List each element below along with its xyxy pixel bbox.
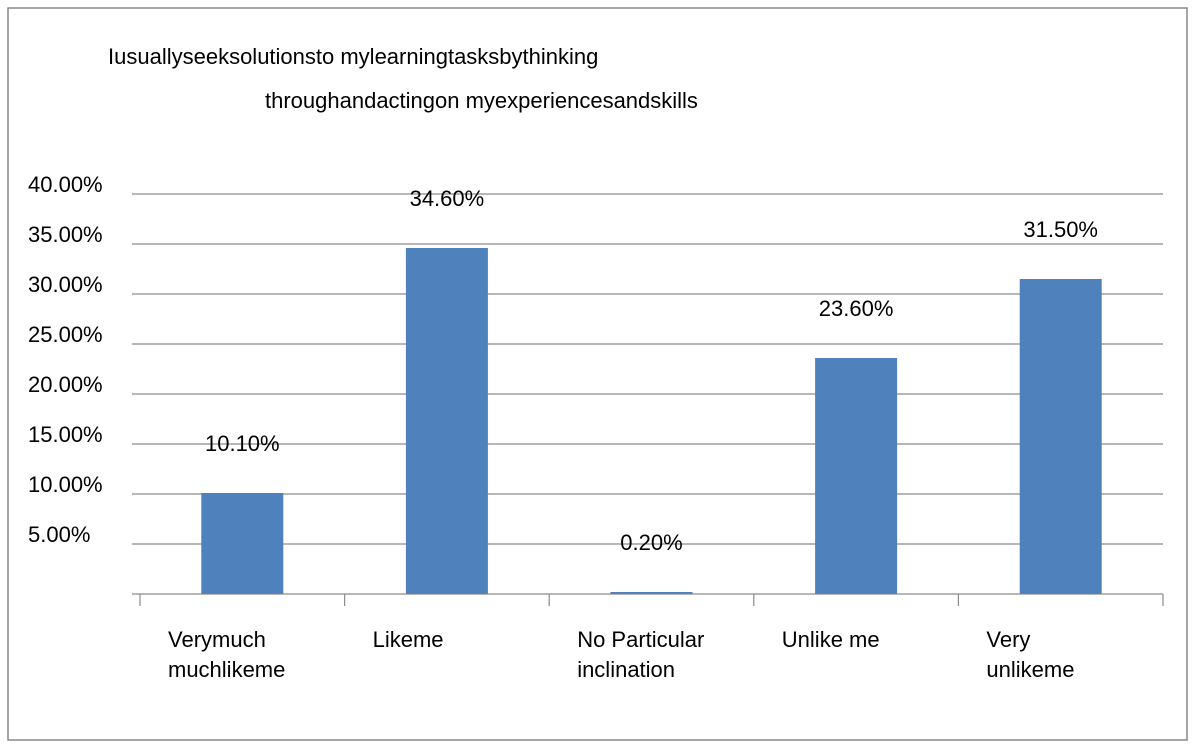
x-tick-label: Very unlikeme — [986, 627, 1075, 682]
y-tick-label: 15.00% — [28, 422, 103, 447]
y-tick-label: 10.00% — [28, 472, 103, 497]
x-tick-label: Unlike me — [781, 627, 880, 652]
data-label: 10.10% — [205, 431, 280, 456]
y-tick-label: 20.00% — [28, 372, 103, 397]
bar — [610, 592, 693, 594]
y-tick-label: 40.00% — [28, 172, 103, 197]
data-label: 31.50% — [1023, 217, 1098, 242]
bar — [405, 248, 488, 594]
x-tick-label: Likeme — [372, 627, 444, 652]
bar — [815, 358, 898, 594]
chart-title: Iusuallyseeksolutionsto mylearningtasksb… — [108, 44, 598, 69]
x-tick-label: No Particular inclination — [577, 627, 705, 682]
y-tick-label: 5.00% — [28, 522, 90, 547]
y-tick-label: 25.00% — [28, 322, 103, 347]
bar — [1019, 279, 1102, 594]
data-label: 0.20% — [620, 530, 682, 555]
data-label: 23.60% — [819, 296, 894, 321]
data-label: 34.60% — [410, 186, 485, 211]
y-tick-label: 30.00% — [28, 272, 103, 297]
bar — [201, 493, 284, 594]
chart-title: throughandactingon myexperiencesandskill… — [265, 88, 698, 113]
y-tick-label: 35.00% — [28, 222, 103, 247]
x-tick-label: Verymuch muchlikeme — [168, 627, 286, 682]
chart-border — [7, 7, 1188, 741]
